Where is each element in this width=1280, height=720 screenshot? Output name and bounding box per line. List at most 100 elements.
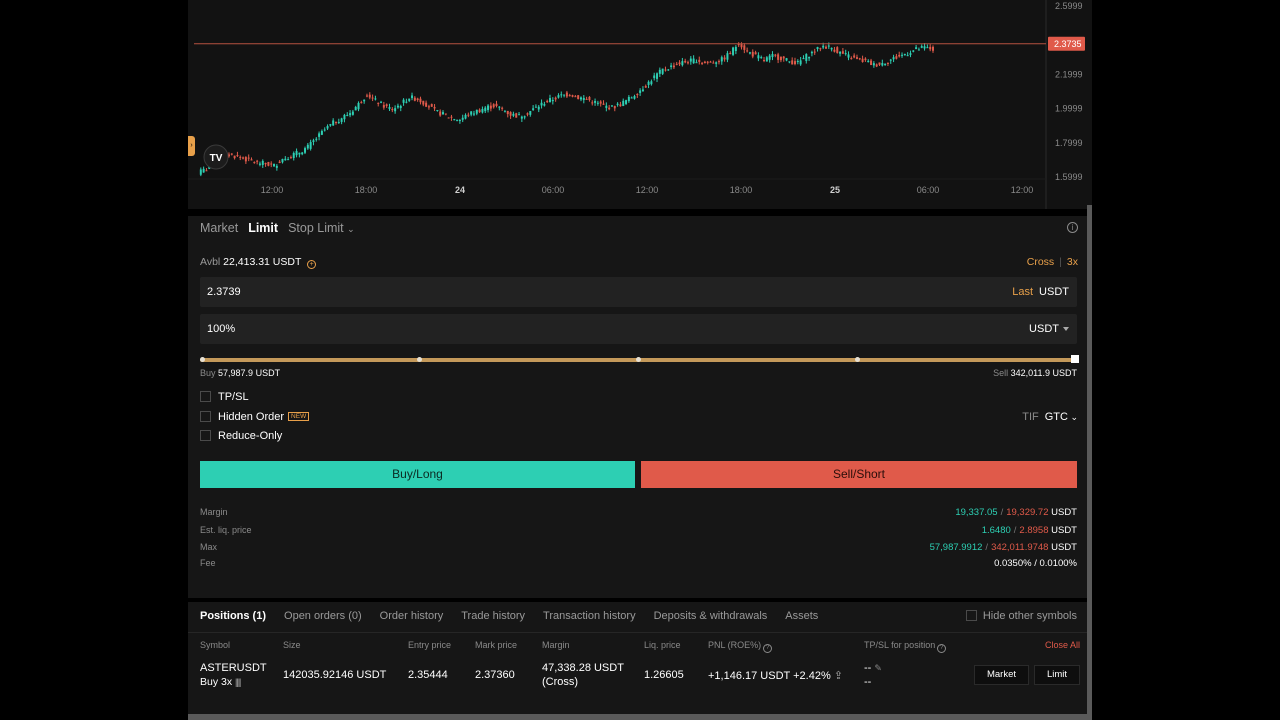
candle-body: [687, 62, 689, 64]
price-input[interactable]: 2.3739 Last USDT: [200, 277, 1077, 307]
tab-open-orders[interactable]: Open orders (0): [284, 610, 362, 622]
candle-body: [439, 111, 442, 116]
help-icon[interactable]: ?: [937, 644, 947, 653]
candle-body: [878, 62, 881, 65]
candle-body: [425, 102, 428, 107]
checkbox-box[interactable]: [200, 430, 211, 441]
candle-body: [929, 46, 932, 50]
header-pnl-label: PNL (ROE%): [708, 640, 762, 650]
tab-transaction-history[interactable]: Transaction history: [543, 610, 636, 622]
candle-body: [774, 54, 777, 56]
candle-body: [281, 158, 284, 163]
hide-other-symbols-checkbox[interactable]: Hide other symbols: [965, 610, 1077, 622]
tab-order-history[interactable]: Order history: [379, 610, 444, 622]
close-all-button[interactable]: Close All: [1044, 640, 1080, 650]
candle-body: [273, 164, 276, 167]
candle-body: [827, 45, 830, 47]
candle-body: [740, 43, 743, 48]
candle-body: [320, 130, 323, 135]
candle-body: [906, 55, 909, 57]
slider-stop-0[interactable]: [200, 357, 205, 362]
position-symbol[interactable]: ASTERUSDT: [200, 662, 267, 674]
tpsl-label: TP/SL: [218, 391, 249, 403]
chart-sidebar-toggle[interactable]: ›: [188, 136, 195, 156]
tab-limit[interactable]: Limit: [248, 221, 279, 235]
candle-body: [734, 46, 737, 52]
close-limit-button[interactable]: Limit: [1034, 665, 1080, 685]
candle-body: [261, 160, 264, 165]
candle-body: [579, 97, 582, 100]
candle-body: [881, 63, 884, 66]
share-icon[interactable]: ⇪: [833, 670, 844, 682]
checkbox-box[interactable]: [200, 391, 211, 402]
candle-body: [391, 109, 394, 111]
candle-body: [501, 107, 504, 109]
tab-deposits-withdrawals[interactable]: Deposits & withdrawals: [653, 610, 768, 622]
close-market-button[interactable]: Market: [974, 665, 1029, 685]
help-icon[interactable]: ?: [763, 644, 773, 653]
candle-body: [746, 50, 749, 52]
candle-body: [546, 100, 549, 103]
candle-body: [430, 104, 433, 107]
checkbox-box[interactable]: [200, 411, 211, 422]
leverage-button[interactable]: 3x: [1066, 256, 1078, 268]
horizontal-scrollbar[interactable]: [188, 714, 1092, 720]
candle-body: [853, 55, 856, 58]
candle-body: [346, 114, 349, 116]
sell-short-button[interactable]: Sell/Short: [641, 461, 1077, 488]
candle-body: [205, 170, 208, 172]
hidden-order-checkbox[interactable]: Hidden Order NEW: [200, 411, 310, 423]
price-chart[interactable]: 2.5999 2.1999 1.9999 1.7999 1.5999 2.3735 12:0…: [188, 0, 1092, 209]
buy-long-button[interactable]: Buy/Long: [200, 461, 635, 488]
transfer-icon[interactable]: +: [307, 260, 317, 269]
max-sell: 342,011.9748: [991, 542, 1049, 553]
tab-trade-history[interactable]: Trade history: [461, 610, 526, 622]
size-slider[interactable]: [200, 355, 1079, 363]
candle-body: [239, 156, 242, 158]
slider-stop-25[interactable]: [417, 357, 422, 362]
time-label: 12:00: [636, 185, 659, 195]
candle-body: [577, 95, 580, 99]
time-label: 25: [830, 185, 840, 195]
last-price-button[interactable]: Last: [1012, 286, 1034, 298]
info-icon[interactable]: i: [1067, 222, 1078, 233]
tab-stop-limit[interactable]: Stop Limit ⌄: [288, 221, 355, 235]
edit-icon[interactable]: ✎: [874, 663, 882, 673]
tab-positions[interactable]: Positions (1): [200, 610, 267, 622]
candle-body: [318, 133, 321, 137]
tif-value: GTC: [1044, 411, 1068, 423]
size-unit-select[interactable]: USDT: [1029, 323, 1069, 335]
candle-body: [264, 162, 267, 165]
header-size: Size: [283, 640, 301, 650]
candle-body: [810, 51, 813, 54]
tab-market[interactable]: Market: [200, 221, 239, 235]
tab-assets[interactable]: Assets: [785, 610, 819, 622]
reduce-only-checkbox[interactable]: Reduce-Only: [200, 430, 282, 442]
size-input[interactable]: 100% USDT: [200, 314, 1077, 344]
tpsl-checkbox[interactable]: TP/SL: [200, 391, 249, 403]
order-type-tabs: Market Limit Stop Limit ⌄: [200, 221, 355, 235]
candle-body: [861, 58, 864, 63]
candle-body: [858, 58, 861, 60]
leverage-bars-icon: ||||: [235, 677, 241, 687]
candle-body: [591, 102, 594, 104]
candle-body: [484, 107, 487, 112]
slider-stop-50[interactable]: [636, 357, 641, 362]
checkbox-box[interactable]: [965, 610, 977, 621]
margin-mode-button[interactable]: Cross: [1026, 256, 1055, 268]
candle-body: [267, 161, 270, 166]
chart-canvas[interactable]: 2.5999 2.1999 1.9999 1.7999 1.5999 2.3735 12:0…: [188, 0, 1092, 209]
candle-body: [644, 85, 647, 88]
candle-body: [250, 159, 253, 161]
liq-unit: USDT: [1051, 525, 1077, 536]
buy-max-label: Buy: [200, 368, 216, 378]
candle-body: [475, 109, 478, 114]
vertical-scrollbar[interactable]: [1087, 205, 1092, 720]
slider-stop-75[interactable]: [855, 357, 860, 362]
candle-body: [292, 153, 295, 158]
roe-value: +2.42%: [793, 670, 831, 682]
slider-handle[interactable]: [1071, 355, 1079, 363]
candle-body: [630, 97, 633, 99]
tif-select[interactable]: TIF GTC ⌄: [1022, 411, 1078, 423]
price-suffix: Last USDT: [1012, 286, 1069, 298]
